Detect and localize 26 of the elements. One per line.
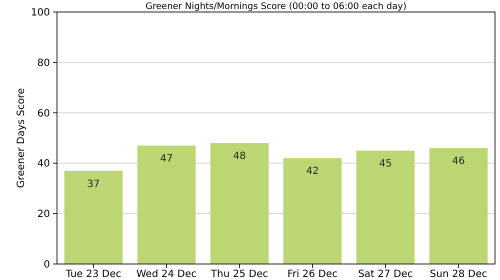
y-tick-label: 60 [37, 108, 50, 120]
y-tick-label: 100 [30, 8, 50, 18]
data-label: 37 [87, 178, 100, 190]
y-tick-label: 40 [37, 158, 50, 170]
chart-title: Greener Nights/Mornings Score (00:00 to 06:00 each day) [146, 2, 406, 12]
bar [210, 143, 269, 264]
bar [356, 150, 415, 264]
y-axis-title: Greener Days Score [16, 88, 27, 188]
bar [64, 170, 123, 264]
y-tick-label: 20 [37, 209, 50, 220]
x-tick-label: Wed 24 Dec [136, 269, 197, 280]
bar [137, 146, 196, 264]
data-label: 47 [160, 154, 173, 165]
bar [429, 148, 488, 264]
x-tick-label: Fri 26 Dec [287, 269, 338, 280]
data-label: 48 [233, 151, 246, 162]
bar [283, 158, 342, 264]
y-tick-label: 80 [37, 58, 50, 69]
data-label: 45 [379, 158, 392, 170]
data-label: 42 [306, 166, 319, 178]
data-label: 46 [452, 156, 465, 168]
x-tick-label: Sun 28 Dec [430, 269, 488, 280]
x-tick-label: Sat 27 Dec [358, 269, 413, 280]
x-tick-label: Thu 25 Dec [210, 269, 268, 280]
y-tick-label: 0 [44, 260, 50, 270]
x-tick-label: Tue 23 Dec [64, 269, 122, 280]
